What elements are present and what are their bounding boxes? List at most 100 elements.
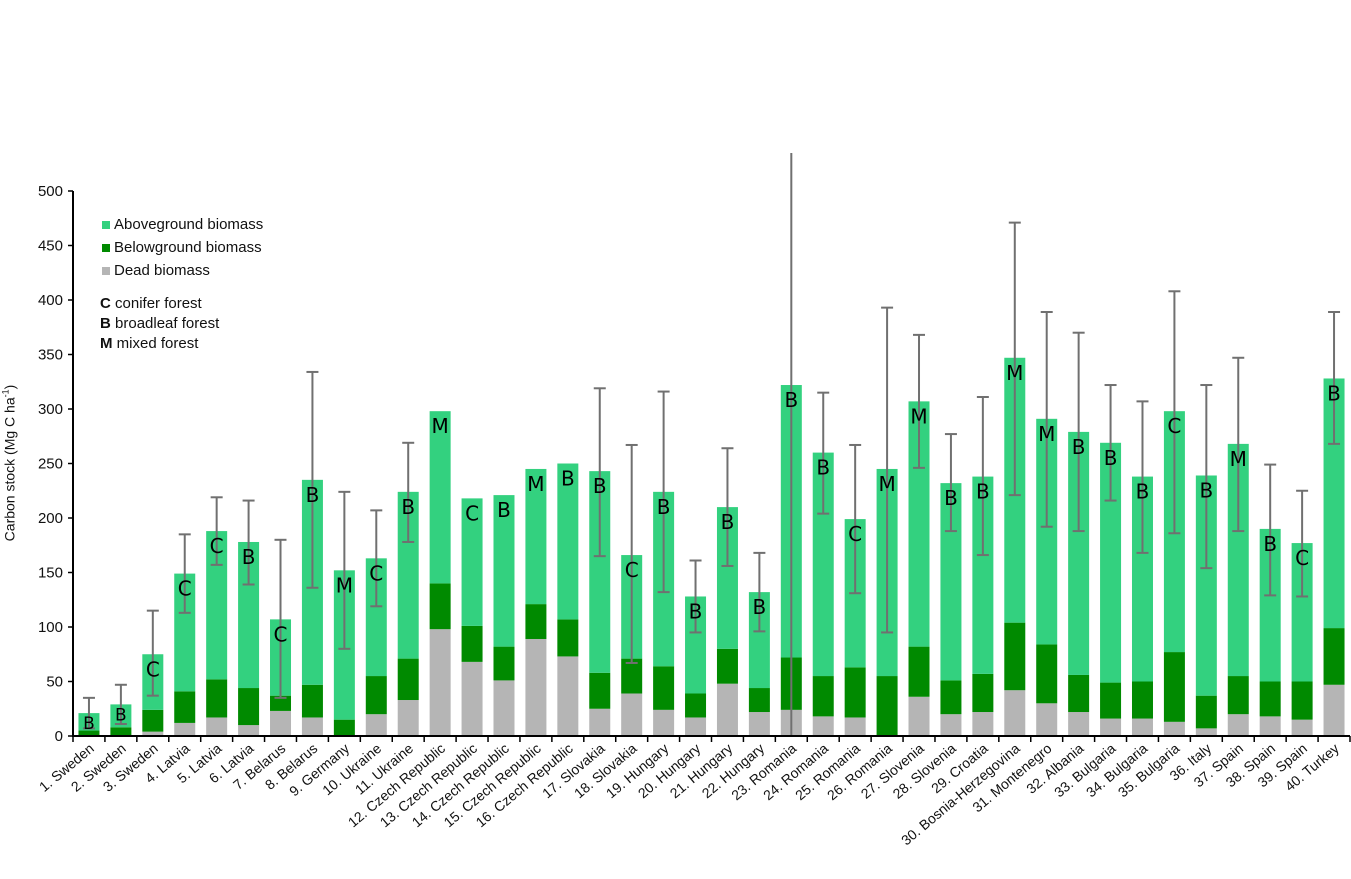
bar-segment-belowground bbox=[748, 688, 770, 713]
bar-segment-belowground bbox=[1068, 674, 1090, 713]
y-tick-label: 400 bbox=[38, 292, 63, 309]
forest-type-label: C bbox=[625, 558, 639, 582]
forest-type-label: C bbox=[1167, 414, 1181, 438]
legend-swatch-belowground bbox=[102, 243, 110, 252]
bar-segment-belowground bbox=[1131, 681, 1153, 719]
bar-segment-dead bbox=[1100, 718, 1122, 736]
forest-type-label: B bbox=[944, 486, 958, 510]
bar-segment-belowground bbox=[270, 695, 292, 711]
bar-segment-aboveground bbox=[461, 498, 483, 626]
bar-segment-belowground bbox=[1163, 652, 1185, 722]
bar-segment-dead bbox=[1036, 703, 1058, 736]
forest-type-label: M bbox=[432, 414, 449, 438]
forest-type-label: B bbox=[593, 474, 607, 498]
y-axis-label: Carbon stock (Mg C ha-1) bbox=[0, 384, 18, 542]
bar-segment-belowground bbox=[301, 684, 323, 718]
bar-segment-dead bbox=[621, 693, 643, 736]
bar-segment-dead bbox=[844, 717, 866, 736]
bar-segment-belowground bbox=[876, 676, 898, 736]
bar-segment-aboveground bbox=[940, 483, 962, 681]
legend-item-belowground: Belowground biomass bbox=[102, 236, 263, 259]
bar-segment-aboveground bbox=[908, 401, 930, 647]
bar-segment-aboveground bbox=[557, 463, 579, 620]
y-tick-label: 500 bbox=[38, 183, 63, 200]
forest-key-mixed: M mixed forest bbox=[100, 335, 199, 352]
bar-segment-belowground bbox=[621, 658, 643, 694]
forest-type-label: M bbox=[1038, 422, 1055, 446]
bar-segment-aboveground bbox=[1068, 431, 1090, 675]
forest-key-conifer: C conifer forest bbox=[100, 295, 202, 312]
forest-type-label: B bbox=[657, 495, 671, 519]
bar-segment-belowground bbox=[110, 727, 132, 736]
bar-segment-dead bbox=[1291, 719, 1313, 736]
bar-segment-dead bbox=[1131, 718, 1153, 736]
bar-segment-aboveground bbox=[589, 471, 611, 673]
y-tick-label: 100 bbox=[38, 619, 63, 636]
bar-segment-belowground bbox=[844, 667, 866, 718]
forest-type-label: C bbox=[369, 561, 383, 585]
bar-segment-aboveground bbox=[1100, 442, 1122, 683]
forest-type-label: C bbox=[465, 501, 479, 525]
bar-segment-aboveground bbox=[206, 531, 228, 680]
legend-item-dead: Dead biomass bbox=[102, 259, 263, 282]
bar-segment-belowground bbox=[716, 648, 738, 684]
bar-segment-aboveground bbox=[1131, 476, 1153, 682]
bar-segment-dead bbox=[1195, 728, 1217, 736]
y-tick-label: 250 bbox=[38, 456, 63, 473]
bar-segment-dead bbox=[397, 700, 419, 736]
forest-type-label: C bbox=[210, 534, 224, 558]
forest-type-label: B bbox=[1263, 532, 1277, 556]
forest-type-label: C bbox=[1295, 546, 1309, 570]
bar-segment-aboveground bbox=[1195, 475, 1217, 696]
bar-segment-dead bbox=[685, 717, 707, 736]
legend-swatch-dead bbox=[102, 266, 110, 275]
bar-segment-dead bbox=[142, 731, 164, 736]
forest-type-label: B bbox=[83, 714, 95, 734]
bar-segment-belowground bbox=[238, 688, 260, 726]
bar-segment-belowground bbox=[429, 583, 451, 630]
forest-type-label: B bbox=[401, 495, 415, 519]
bar-segment-belowground bbox=[1100, 682, 1122, 719]
forest-type-label: B bbox=[1327, 381, 1341, 405]
bar-segment-aboveground bbox=[493, 495, 515, 647]
legend-swatch-aboveground bbox=[102, 220, 110, 229]
bar-segment-aboveground bbox=[812, 452, 834, 677]
bar-segment-belowground bbox=[653, 666, 675, 710]
bar-segment-dead bbox=[972, 712, 994, 736]
bar-segment-dead bbox=[812, 716, 834, 736]
bar-segment-dead bbox=[1323, 684, 1345, 736]
forest-type-label: B bbox=[784, 388, 798, 412]
forest-type-label: M bbox=[878, 472, 895, 496]
bars-layer bbox=[78, 357, 1345, 736]
bar-segment-dead bbox=[1004, 690, 1026, 736]
bar-segment-dead bbox=[940, 714, 962, 736]
bar-segment-belowground bbox=[1036, 644, 1058, 704]
bar-segment-belowground bbox=[493, 646, 515, 681]
bar-segment-belowground bbox=[461, 625, 483, 662]
forest-type-label: B bbox=[1104, 446, 1118, 470]
bar-segment-dead bbox=[716, 683, 738, 736]
bar-segment-belowground bbox=[525, 604, 547, 639]
forest-type-label: B bbox=[1136, 480, 1150, 504]
bar-segment-dead bbox=[429, 629, 451, 736]
bar-segment-aboveground bbox=[716, 507, 738, 649]
forest-type-label: C bbox=[178, 577, 192, 601]
bar-segment-aboveground bbox=[365, 558, 387, 677]
bar-segment-aboveground bbox=[397, 491, 419, 659]
bar-segment-belowground bbox=[1195, 695, 1217, 729]
forest-type-label: C bbox=[848, 522, 862, 546]
bar-segment-belowground bbox=[397, 658, 419, 701]
forest-type-label: B bbox=[242, 545, 256, 569]
bar-segment-belowground bbox=[206, 679, 228, 718]
y-tick-label: 200 bbox=[38, 510, 63, 527]
bar-segment-belowground bbox=[972, 673, 994, 713]
forest-type-label: B bbox=[1072, 435, 1086, 459]
legend-label: Belowground biomass bbox=[114, 239, 262, 256]
bar-segment-belowground bbox=[812, 676, 834, 717]
bar-segment-belowground bbox=[174, 691, 196, 723]
bar-segment-aboveground bbox=[174, 573, 196, 692]
bar-segment-dead bbox=[525, 638, 547, 736]
axes-layer bbox=[68, 190, 1351, 742]
